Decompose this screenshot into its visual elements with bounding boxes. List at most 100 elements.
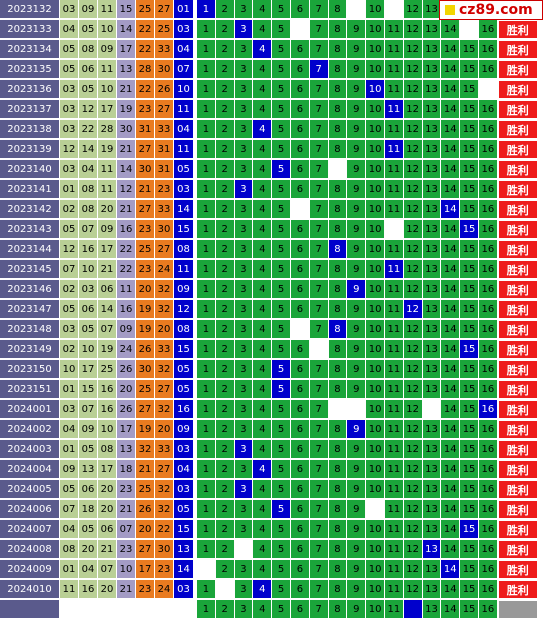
blue-ball-cell: 8 (328, 120, 348, 139)
blue-ball-cell: 4 (253, 320, 273, 339)
draw-number-cell: 17 (136, 560, 155, 579)
blue-ball-cell: 9 (347, 100, 367, 119)
blue-ball-cell: 14 (441, 180, 461, 199)
blue-ball-cell: 12 (403, 180, 423, 199)
blue-ball-cell: 4 (253, 520, 273, 539)
special-number-cell: 10 (174, 80, 194, 99)
draw-number-cell: 23 (136, 100, 155, 119)
blue-ball-cell: 2 (215, 0, 235, 19)
draw-number-cell: 07 (98, 560, 117, 579)
result-badge: 胜利 (497, 200, 538, 219)
blue-ball-cell: 3 (234, 300, 254, 319)
blue-ball-cell: 15 (460, 300, 479, 319)
result-badge: 胜利 (497, 20, 538, 39)
draw-number-cell: 24 (155, 580, 174, 599)
period-cell: 2023141 (0, 180, 60, 199)
blue-ball-cell: 10 (366, 380, 385, 399)
special-number-cell: 03 (174, 180, 194, 199)
column-gap (194, 240, 197, 259)
draw-number-cell: 18 (79, 500, 98, 519)
draw-number-cell: 10 (98, 20, 117, 39)
blue-ball-cell: 12 (403, 300, 423, 319)
draw-number-cell: 30 (136, 360, 155, 379)
blue-ball-cell: 7 (309, 560, 329, 579)
draw-number-cell: 14 (79, 140, 98, 159)
draw-number-cell: 25 (136, 0, 155, 19)
blue-ball-cell: 9 (347, 20, 367, 39)
blue-ball-cell: 5 (272, 100, 291, 119)
blue-ball-cell: 12 (403, 320, 423, 339)
blue-ball-cell: 10 (366, 460, 385, 479)
blue-ball-cell: 16 (478, 480, 498, 499)
blue-ball-cell: 8 (328, 180, 348, 199)
blue-ball-cell: 6 (290, 300, 310, 319)
draw-number-cell: 13 (117, 440, 136, 459)
draw-number-cell: 19 (136, 300, 155, 319)
blue-ball-cell: 13 (422, 580, 442, 599)
blue-ball-cell: 3 (234, 460, 254, 479)
blue-ball-cell: 14 (441, 360, 461, 379)
special-number-cell: 03 (174, 20, 194, 39)
table-row: 2023137 03 12 17 19 23 27 11 1 2 3 4 5 6 7 8 9 10 11 12 13 14… (0, 100, 538, 119)
blue-ball-cell: 14 (441, 460, 461, 479)
result-badge: 胜利 (497, 300, 538, 319)
blue-ball-cell: 11 (384, 500, 404, 519)
table-row: 2024010 11 16 20 21 23 24 03 1 3 4 5 6 7 8 9 10 11 12 13 14 1… (0, 580, 538, 599)
draw-number-cell: 08 (79, 40, 98, 59)
special-number-cell: 15 (174, 340, 194, 359)
blue-ball-cell: 3 (234, 520, 254, 539)
draw-number-cell: 01 (60, 380, 79, 399)
blue-ball-cell: 16 (478, 540, 498, 559)
column-gap (194, 200, 197, 219)
blue-ball-cell (309, 340, 329, 359)
draw-number-cell: 07 (117, 520, 136, 539)
blue-ball-cell: 9 (347, 240, 367, 259)
blue-ball-cell: 10 (366, 260, 385, 279)
blue-ball-cell: 1 (197, 300, 216, 319)
blue-ball-cell: 5 (272, 380, 291, 399)
blue-ball-cell: 5 (272, 320, 291, 339)
draw-number-cell (98, 600, 117, 619)
blue-ball-cell: 13 (422, 80, 442, 99)
blue-ball-cell: 15 (460, 380, 479, 399)
blue-ball-cell (347, 400, 367, 419)
blue-ball-cell: 2 (215, 240, 235, 259)
blue-ball-cell: 3 (234, 40, 254, 59)
blue-ball-cell: 7 (309, 200, 329, 219)
special-number-cell: 09 (174, 280, 194, 299)
draw-number-cell: 24 (155, 260, 174, 279)
blue-ball-cell: 4 (253, 500, 273, 519)
site-logo[interactable]: cz89.com (439, 0, 543, 20)
draw-number-cell: 22 (136, 80, 155, 99)
blue-ball-cell: 3 (234, 120, 254, 139)
blue-ball-cell: 14 (441, 500, 461, 519)
special-number-cell: 08 (174, 320, 194, 339)
blue-ball-cell: 11 (384, 560, 404, 579)
special-number-cell: 01 (174, 0, 194, 19)
blue-ball-cell: 6 (290, 140, 310, 159)
draw-number-cell: 33 (155, 340, 174, 359)
blue-ball-cell: 14 (441, 20, 461, 39)
blue-ball-cell: 4 (253, 40, 273, 59)
blue-ball-cell: 9 (347, 160, 367, 179)
draw-number-cell: 02 (60, 340, 79, 359)
blue-ball-cell: 5 (272, 300, 291, 319)
blue-ball-cell: 8 (328, 420, 348, 439)
draw-number-cell: 16 (117, 220, 136, 239)
blue-ball-cell: 7 (309, 600, 329, 619)
blue-ball-cell: 8 (328, 40, 348, 59)
blue-ball-cell: 8 (328, 360, 348, 379)
blue-ball-cell: 10 (366, 280, 385, 299)
draw-number-cell: 26 (136, 340, 155, 359)
blue-ball-cell: 9 (347, 500, 367, 519)
blue-ball-cell: 15 (460, 180, 479, 199)
blue-ball-cell: 1 (197, 480, 216, 499)
blue-ball-cell: 1 (197, 580, 216, 599)
blue-ball-cell: 2 (215, 120, 235, 139)
blue-ball-cell: 11 (384, 200, 404, 219)
special-number-cell: 13 (174, 540, 194, 559)
result-badge: 胜利 (497, 220, 538, 239)
blue-ball-cell: 11 (384, 120, 404, 139)
blue-ball-cell: 1 (197, 60, 216, 79)
blue-ball-cell: 1 (197, 180, 216, 199)
